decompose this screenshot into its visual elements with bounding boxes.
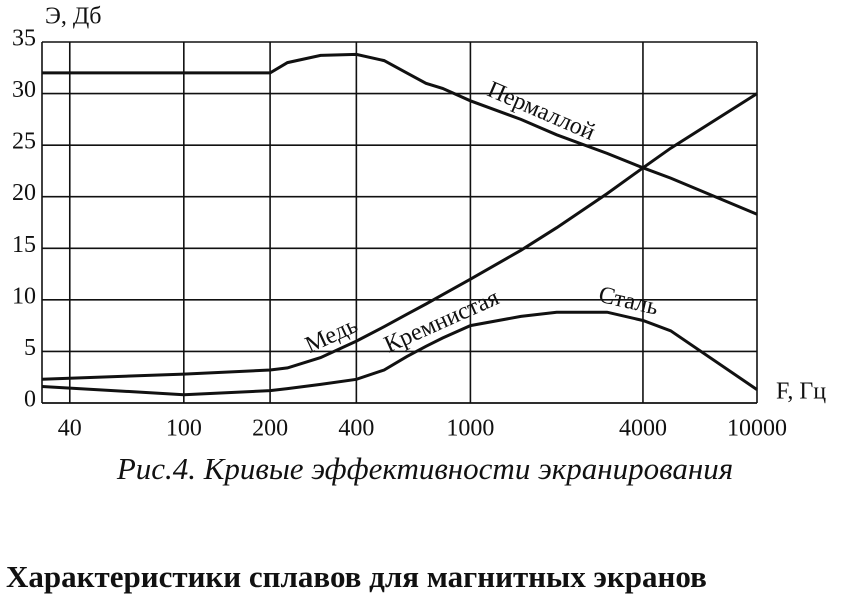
x-tick-label: 200 (252, 416, 288, 442)
x-tick-label: 40 (58, 416, 82, 442)
curve (41, 92, 758, 381)
curve-label: Сталь (596, 282, 661, 321)
y-tick-label: 25 (12, 129, 36, 155)
y-tick-label: 10 (12, 283, 36, 309)
y-tick-label: 30 (12, 77, 36, 103)
x-tick-label: 400 (338, 416, 374, 442)
curve (42, 52, 758, 216)
y-tick-label: 15 (12, 232, 36, 258)
figure-caption: Рис.4. Кривые эффективности экранировани… (116, 451, 733, 486)
x-tick-label: 1000 (446, 416, 494, 442)
curve (41, 310, 758, 397)
y-tick-label: 35 (12, 26, 36, 52)
x-tick-label: 4000 (619, 416, 667, 442)
x-tick-label: 10000 (727, 416, 787, 442)
section-heading: Характеристики сплавов для магнитных экр… (6, 559, 707, 594)
y-tick-label: 5 (24, 335, 36, 361)
x-axis-title: F, Гц (776, 379, 826, 405)
x-tick-label: 100 (166, 416, 202, 442)
y-tick-label: 0 (24, 387, 36, 413)
y-tick-label: 20 (12, 180, 36, 206)
y-axis-title: Э, Дб (45, 4, 101, 30)
